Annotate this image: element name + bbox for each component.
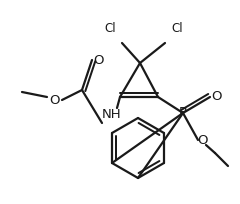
Text: O: O bbox=[212, 91, 222, 103]
Text: Cl: Cl bbox=[171, 21, 183, 34]
Text: O: O bbox=[50, 93, 60, 106]
Text: O: O bbox=[198, 133, 208, 146]
Text: P: P bbox=[179, 106, 187, 120]
Text: Cl: Cl bbox=[104, 21, 116, 34]
Text: NH: NH bbox=[102, 109, 122, 122]
Text: O: O bbox=[94, 53, 104, 67]
